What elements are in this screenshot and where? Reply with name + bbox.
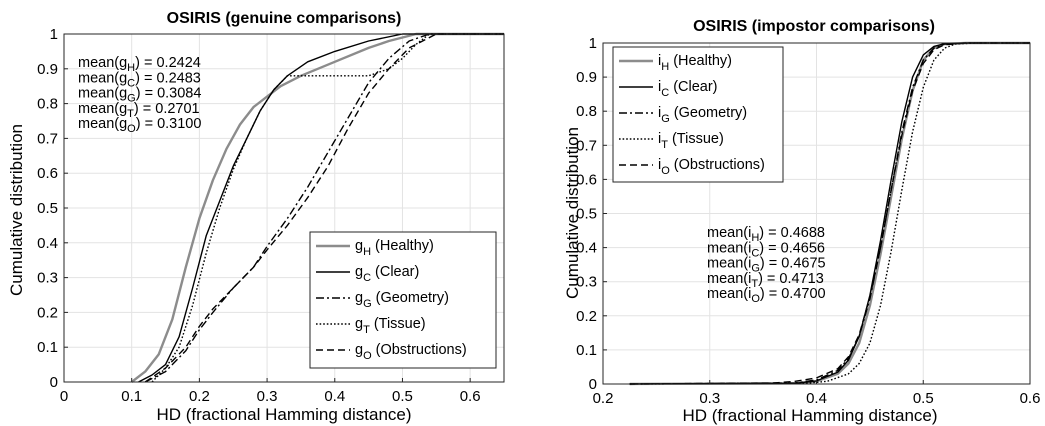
y-tick-label: 0.3 xyxy=(576,274,597,291)
series-line-h xyxy=(130,32,504,383)
y-tick-label: 0.9 xyxy=(37,61,58,78)
x-tick-label: 0.5 xyxy=(913,390,934,407)
y-tick-label: 0 xyxy=(50,374,58,391)
mean-annotation: mean(gT) = 0.2701 xyxy=(78,101,200,120)
y-tick-label: 0.6 xyxy=(37,165,58,182)
legend-label: gC (Clear) xyxy=(355,264,419,284)
y-tick-label: 1 xyxy=(589,35,597,52)
y-tick-label: 0.7 xyxy=(37,130,58,147)
y-tick-label: 0.2 xyxy=(576,308,597,325)
x-tick-label: 0.2 xyxy=(593,390,614,407)
mean-annotation: mean(gG) = 0.3084 xyxy=(78,86,201,105)
y-tick-label: 0.5 xyxy=(37,200,58,217)
legend-label: gO (Obstructions) xyxy=(355,342,467,362)
x-axis-label: HD (fractional Hamming distance) xyxy=(156,405,411,424)
y-axis-label: Cumulative distribution xyxy=(563,127,582,299)
chart-title: OSIRIS (impostor comparisons) xyxy=(693,18,935,35)
y-axis-label: Cumulative distribution xyxy=(7,124,26,296)
y-tick-label: 0.9 xyxy=(576,69,597,86)
y-tick-label: 0.4 xyxy=(37,235,58,252)
legend-label: iG (Geometry) xyxy=(658,105,747,125)
y-tick-label: 0.8 xyxy=(576,103,597,120)
x-tick-label: 0.3 xyxy=(257,388,278,405)
chart-title: OSIRIS (genuine comparisons) xyxy=(167,10,402,27)
series-line-o xyxy=(629,42,1030,385)
mean-annotation: mean(iO) = 0.4700 xyxy=(707,286,826,305)
chart-impostor: OSIRIS (impostor comparisons) HD (fracti… xyxy=(563,18,1040,425)
mean-annotation: mean(iT) = 0.4713 xyxy=(707,271,824,290)
x-tick-label: 0 xyxy=(60,388,68,405)
x-tick-label: 0.2 xyxy=(189,388,210,405)
y-tick-label: 0.1 xyxy=(576,342,597,359)
x-tick-label: 0.5 xyxy=(392,388,413,405)
x-tick-label: 0.3 xyxy=(699,390,720,407)
legend-box xyxy=(612,46,784,183)
series-line-c xyxy=(629,42,1030,385)
y-tick-label: 0.2 xyxy=(37,304,58,321)
y-tick-label: 1 xyxy=(50,26,58,43)
x-tick-label: 0.6 xyxy=(460,388,481,405)
y-tick-label: 0.4 xyxy=(576,240,597,257)
mean-annotation: mean(gO) = 0.3100 xyxy=(78,116,201,135)
series-line-o xyxy=(144,33,504,383)
mean-annotation: mean(iC) = 0.4656 xyxy=(707,240,825,259)
x-tick-label: 0.6 xyxy=(1020,390,1041,407)
x-axis-label: HD (fractional Hamming distance) xyxy=(682,406,937,425)
mean-annotation: mean(iH) = 0.4688 xyxy=(707,225,825,244)
legend-label: iT (Tissue) xyxy=(658,131,724,151)
x-tick-label: 0.4 xyxy=(806,390,827,407)
x-tick-label: 0.1 xyxy=(121,388,142,405)
y-tick-label: 0.7 xyxy=(576,137,597,154)
y-tick-label: 0.3 xyxy=(37,270,58,287)
y-tick-label: 0.5 xyxy=(576,206,597,223)
y-tick-label: 0.8 xyxy=(37,96,58,113)
legend-label: gT (Tissue) xyxy=(355,316,426,336)
legend-label: iO (Obstructions) xyxy=(658,157,765,177)
series-line-g xyxy=(629,42,1030,385)
legend-label: gH (Healthy) xyxy=(355,238,434,258)
legend-label: iH (Healthy) xyxy=(658,53,732,73)
series-line-t xyxy=(629,42,1030,385)
mean-annotation: mean(gC) = 0.2483 xyxy=(78,70,201,89)
x-tick-label: 0.4 xyxy=(324,388,345,405)
series-line-c xyxy=(138,33,504,383)
y-tick-label: 0.1 xyxy=(37,339,58,356)
y-tick-label: 0 xyxy=(589,376,597,393)
chart-genuine: OSIRIS (genuine comparisons) HD (fractio… xyxy=(7,10,505,424)
y-tick-label: 0.6 xyxy=(576,171,597,188)
series-line-g xyxy=(144,33,504,383)
mean-annotation: mean(gH) = 0.2424 xyxy=(78,55,201,74)
legend-label: iC (Clear) xyxy=(658,79,718,99)
mean-annotation: mean(iG) = 0.4675 xyxy=(707,256,826,275)
legend-label: gG (Geometry) xyxy=(355,290,449,310)
legend-box xyxy=(309,231,497,369)
